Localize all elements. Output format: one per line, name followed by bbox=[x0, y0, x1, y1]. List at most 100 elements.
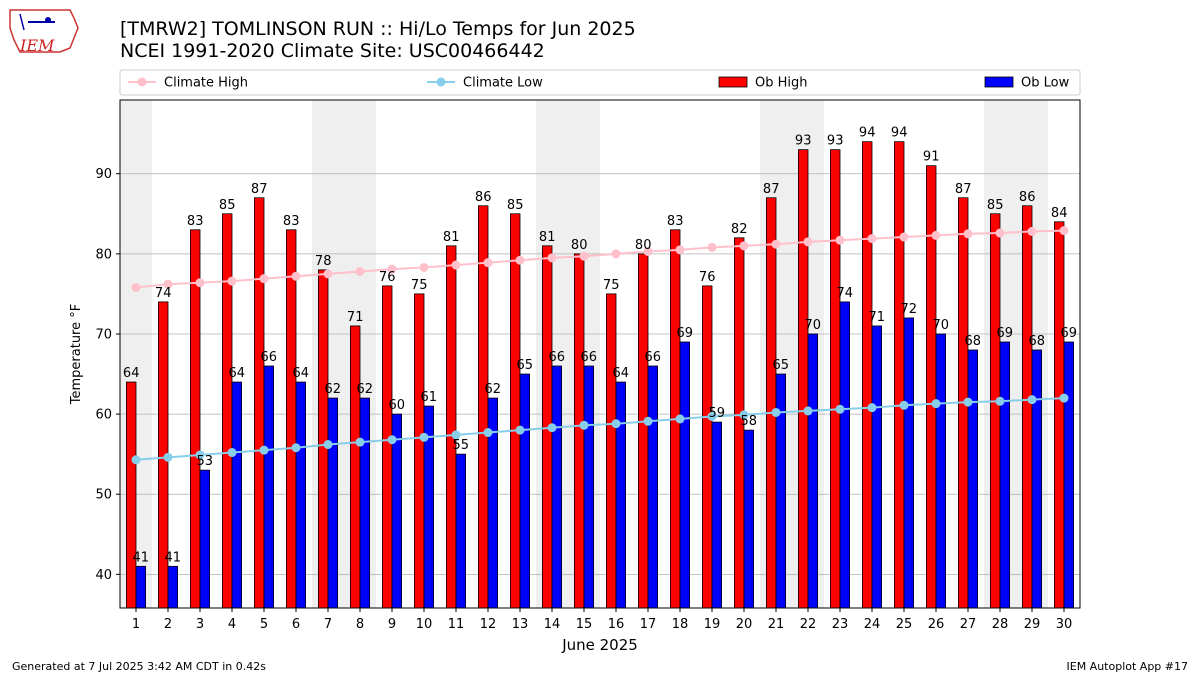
ob-high-bar bbox=[894, 141, 905, 609]
x-tick-label: 11 bbox=[448, 617, 465, 632]
climate-high-point bbox=[259, 274, 269, 284]
ob-low-label: 66 bbox=[581, 350, 598, 365]
climate-high-point bbox=[643, 246, 653, 256]
ob-low-bar bbox=[839, 301, 851, 609]
climate-low-point bbox=[739, 410, 749, 420]
ob-low-label: 53 bbox=[197, 454, 214, 469]
climate-low-point bbox=[131, 455, 141, 465]
ob-low-label: 65 bbox=[517, 358, 534, 373]
climate-low-point bbox=[995, 396, 1005, 406]
x-tick-label: 24 bbox=[864, 617, 881, 632]
climate-high-point bbox=[995, 228, 1005, 238]
x-tick-label: 5 bbox=[260, 617, 268, 632]
ob-low-label: 66 bbox=[261, 350, 278, 365]
climate-low-point bbox=[931, 399, 941, 409]
ob-high-bar bbox=[702, 285, 713, 609]
climate-high-point bbox=[195, 278, 205, 288]
x-tick-label: 19 bbox=[704, 617, 721, 632]
ob-low-bar bbox=[295, 381, 307, 609]
ob-high-bar bbox=[798, 149, 809, 609]
ob-high-label: 87 bbox=[763, 182, 780, 197]
climate-high-point bbox=[803, 237, 813, 247]
climate-low-point bbox=[899, 400, 909, 410]
x-axis-label: June 2025 bbox=[561, 636, 638, 654]
ob-low-bar bbox=[871, 325, 883, 609]
ob-low-label: 61 bbox=[421, 390, 438, 405]
ob-high-label: 74 bbox=[155, 286, 172, 301]
ob-low-label: 64 bbox=[293, 366, 310, 381]
ob-low-bar bbox=[743, 429, 755, 609]
climate-high-point bbox=[451, 260, 461, 270]
ob-low-bar bbox=[807, 333, 819, 609]
ob-high-label: 87 bbox=[251, 182, 268, 197]
ob-low-label: 41 bbox=[133, 550, 150, 565]
ob-high-label: 93 bbox=[795, 134, 812, 149]
ob-low-label: 69 bbox=[997, 326, 1014, 341]
ob-high-bar bbox=[221, 213, 233, 609]
ob-high-bar bbox=[606, 293, 617, 609]
ob-low-bar bbox=[263, 365, 275, 609]
ob-high-label: 91 bbox=[923, 150, 940, 165]
climate-low-point bbox=[675, 414, 685, 424]
x-tick-label: 9 bbox=[388, 617, 396, 632]
ob-low-label: 70 bbox=[805, 318, 822, 333]
ob-high-bar bbox=[830, 149, 841, 609]
climate-low-point bbox=[643, 416, 653, 426]
ob-high-bar bbox=[285, 229, 297, 609]
ob-low-bar bbox=[135, 565, 147, 609]
legend-climate-low-marker bbox=[436, 77, 446, 87]
legend-ob-low-label: Ob Low bbox=[1021, 76, 1070, 91]
climate-low-point bbox=[547, 423, 557, 433]
ob-low-bar bbox=[359, 397, 371, 609]
climate-high-point bbox=[771, 239, 781, 249]
x-tick-label: 29 bbox=[1024, 617, 1041, 632]
climate-high-point bbox=[707, 242, 717, 252]
climate-high-point bbox=[963, 229, 973, 239]
ob-high-bar bbox=[445, 245, 457, 609]
ob-low-label: 62 bbox=[485, 382, 502, 397]
ob-high-bar bbox=[317, 269, 329, 609]
climate-high-point bbox=[547, 253, 557, 263]
ob-high-label: 80 bbox=[571, 238, 588, 253]
x-tick-label: 8 bbox=[356, 617, 364, 632]
ob-high-label: 75 bbox=[603, 278, 620, 293]
climate-low-point bbox=[227, 448, 237, 458]
climate-high-point bbox=[1027, 226, 1037, 236]
legend: Climate High Climate Low Ob High Ob Low bbox=[119, 69, 1081, 96]
ob-high-label: 84 bbox=[1051, 206, 1068, 221]
ob-high-bar bbox=[638, 253, 649, 609]
ob-high-label: 64 bbox=[123, 366, 140, 381]
ob-low-label: 66 bbox=[549, 350, 566, 365]
climate-high-point bbox=[483, 258, 493, 268]
climate-low-point bbox=[323, 440, 333, 450]
climate-high-point bbox=[291, 271, 301, 281]
ob-low-label: 71 bbox=[869, 310, 886, 325]
ob-low-label: 62 bbox=[325, 382, 342, 397]
plot-frame bbox=[119, 99, 1081, 609]
climate-low-point bbox=[1027, 395, 1037, 405]
climate-high-point bbox=[899, 232, 909, 242]
x-tick-label: 1 bbox=[132, 617, 140, 632]
ob-high-label: 71 bbox=[347, 310, 364, 325]
ob-high-label: 81 bbox=[539, 230, 556, 245]
ob-low-bar bbox=[583, 365, 595, 609]
ob-low-label: 55 bbox=[453, 438, 470, 453]
climate-low-point bbox=[163, 452, 173, 462]
legend-ob-high-label: Ob High bbox=[755, 76, 808, 91]
ob-low-label: 64 bbox=[229, 366, 246, 381]
ob-low-label: 69 bbox=[677, 326, 694, 341]
legend-ob-high-swatch bbox=[718, 76, 748, 88]
ob-high-label: 83 bbox=[283, 214, 300, 229]
ob-high-label: 76 bbox=[379, 270, 396, 285]
ob-low-bar bbox=[679, 341, 691, 609]
x-tick-label: 30 bbox=[1056, 617, 1073, 632]
ob-high-label: 85 bbox=[987, 198, 1004, 213]
legend-climate-high-marker bbox=[137, 77, 147, 87]
climate-high-point bbox=[1059, 226, 1069, 236]
climate-high-point bbox=[835, 235, 845, 245]
ob-high-bar bbox=[381, 285, 393, 609]
ob-low-label: 64 bbox=[613, 366, 630, 381]
y-tick-label: 90 bbox=[95, 167, 112, 182]
ob-low-bar bbox=[903, 317, 915, 609]
ob-low-bar bbox=[967, 349, 979, 609]
